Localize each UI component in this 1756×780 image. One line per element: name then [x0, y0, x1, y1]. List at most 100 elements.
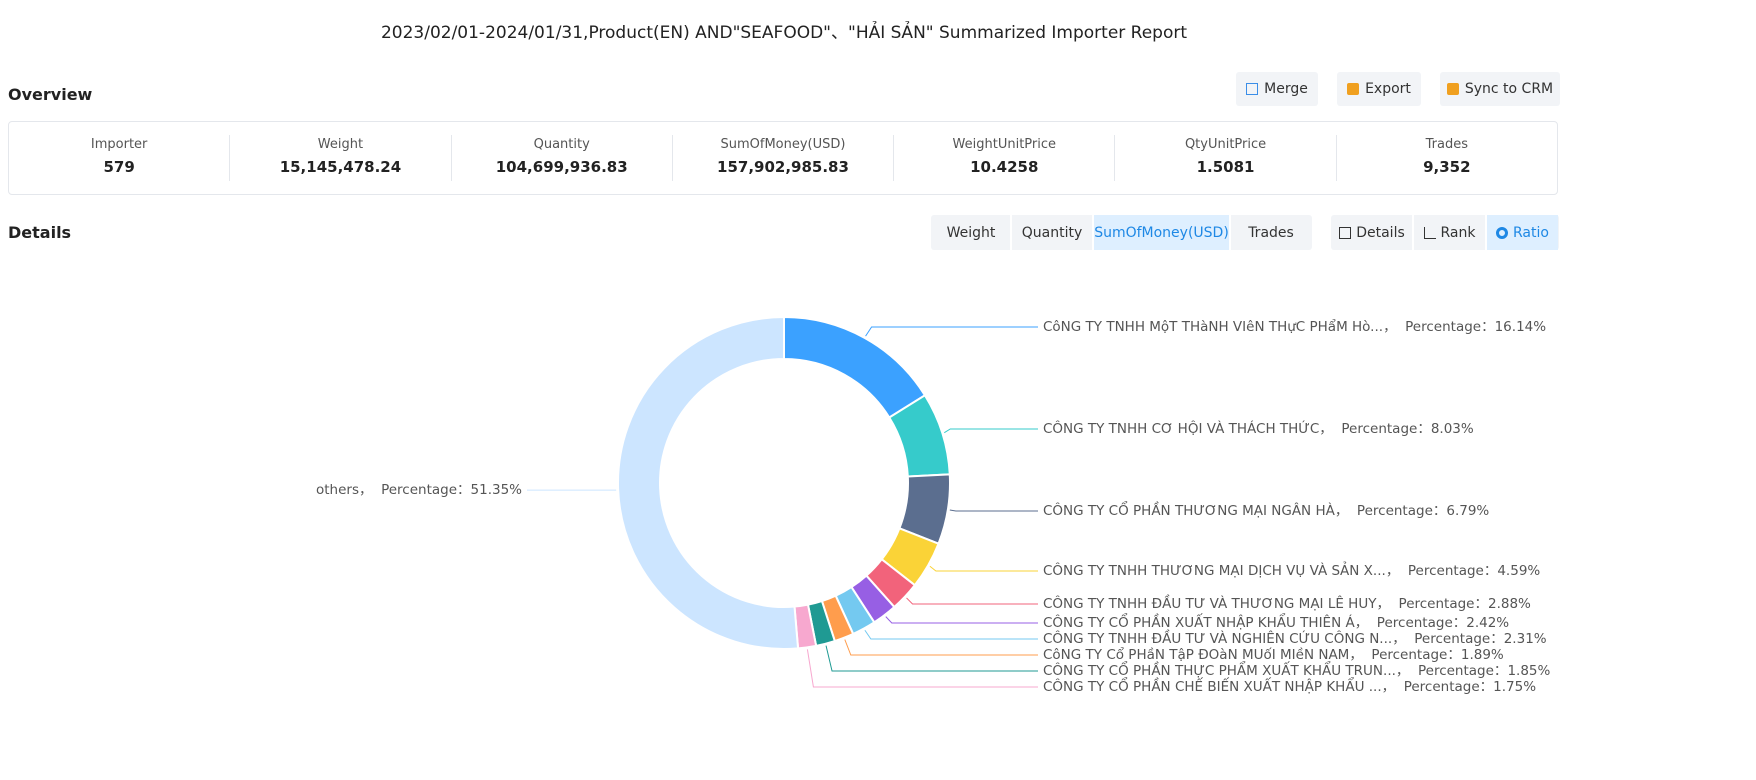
- leader-line: [906, 597, 1038, 605]
- button-label: Export: [1365, 81, 1411, 97]
- category-name: CôNG TY Cổ PHầN TậP ĐOàN MUốI MIềN NAM: [1043, 646, 1349, 663]
- category-name: CÔNG TY TNHH THƯƠNG MẠI DỊCH VỤ VÀ SẢN X…: [1043, 561, 1386, 579]
- category-name: CÔNG TY TNHH ĐẦU TƯ VÀ THƯƠNG MẠI LÊ HUY: [1043, 593, 1377, 612]
- slice-label: others， Percentage：51.35%: [316, 482, 522, 498]
- value-label: 2.88%: [1488, 596, 1531, 612]
- slice-label: CÔNG TY TNHH ĐẦU TƯ VÀ NGHIÊN CỨU CÔNG N…: [1043, 628, 1547, 647]
- value-label: 4.59%: [1497, 563, 1540, 579]
- value-label: 51.35%: [471, 482, 523, 498]
- stat: Quantity 104,699,936.83: [452, 135, 673, 181]
- category-name: CÔNG TY TNHH ĐẦU TƯ VÀ NGHIÊN CỨU CÔNG N…: [1043, 628, 1392, 647]
- donut-slice: [783, 315, 927, 419]
- leader-line: [949, 509, 1038, 512]
- stat-value: 579: [103, 158, 135, 176]
- stat: Trades 9,352: [1337, 135, 1557, 181]
- value-label: 1.89%: [1461, 647, 1504, 663]
- label-separator: ， Percentage：: [1355, 615, 1467, 631]
- label-separator: ， Percentage：: [1392, 631, 1504, 647]
- metric-tabs: Weight Quantity SumOfMoney(USD) Trades: [931, 215, 1312, 250]
- metric-tab[interactable]: Weight: [932, 215, 1012, 250]
- tab-label: Ratio: [1513, 224, 1549, 241]
- slice-label: CÔNG TY CỔ PHẦN XUẤT NHẬP KHẨU THIÊN Á， …: [1043, 612, 1509, 631]
- view-tab[interactable]: Details: [1332, 215, 1414, 250]
- stat: Importer 579: [9, 135, 231, 181]
- stat-label: WeightUnitPrice: [952, 137, 1056, 152]
- slice-label: CÔNG TY CỔ PHẦN THƯƠNG MẠI NGÂN HÀ， Perc…: [1043, 500, 1489, 519]
- leader-line: [865, 326, 1038, 337]
- leader-line: [944, 428, 1038, 434]
- leader-line: [844, 639, 1038, 656]
- leader-line: [929, 565, 1038, 572]
- value-label: 2.31%: [1504, 631, 1547, 647]
- label-separator: ， Percentage：: [1382, 679, 1494, 695]
- view-tabs: Details Rank Ratio: [1331, 215, 1559, 250]
- sync-button[interactable]: Sync to CRM: [1440, 72, 1560, 106]
- metric-tab[interactable]: Trades: [1248, 224, 1294, 241]
- label-separator: ， Percentage：: [1349, 647, 1461, 663]
- donut-slice: [617, 315, 800, 650]
- metric-tab[interactable]: Quantity: [1012, 215, 1094, 250]
- stat-value: 104,699,936.83: [495, 158, 628, 176]
- label-separator: ， Percentage：: [1376, 596, 1488, 612]
- stat-label: Importer: [90, 137, 148, 152]
- category-name: CôNG TY TNHH MộT THàNH VIêN THựC PHẩM Hò…: [1043, 318, 1383, 335]
- stat: QtyUnitPrice 1.5081: [1115, 135, 1337, 181]
- value-label: 2.42%: [1466, 615, 1509, 631]
- label-separator: ， Percentage：: [1335, 503, 1447, 519]
- stat-label: Trades: [1425, 137, 1469, 152]
- button-label: Sync to CRM: [1464, 81, 1554, 97]
- stat-value: 157,902,985.83: [717, 158, 849, 176]
- section-title: Details: [8, 223, 72, 242]
- value-label: 1.85%: [1507, 663, 1550, 679]
- stat-label: SumOfMoney(USD): [720, 137, 846, 152]
- stat-label: Weight: [317, 137, 364, 152]
- view-tab[interactable]: Rank: [1414, 215, 1487, 250]
- export-button[interactable]: Export: [1337, 72, 1421, 106]
- label-separator: ， Percentage：: [359, 482, 471, 498]
- leader-line: [806, 649, 1038, 688]
- slice-label: CÔNG TY CỔ PHẦN THỰC PHẨM XUẤT KHẨU TRUN…: [1043, 660, 1550, 679]
- label-separator: ， Percentage：: [1319, 421, 1431, 437]
- category-name: CÔNG TY CỔ PHẦN THƯƠNG MẠI NGÂN HÀ: [1043, 500, 1336, 519]
- tab-label: Details: [1356, 224, 1405, 241]
- stat-label: QtyUnitPrice: [1184, 137, 1267, 152]
- value-label: 6.79%: [1446, 503, 1489, 519]
- stat-value: 1.5081: [1196, 158, 1255, 176]
- value-label: 16.14%: [1495, 319, 1547, 335]
- category-name: CÔNG TY CỔ PHẦN CHẾ BIẾN XUẤT NHẬP KHẨU …: [1043, 676, 1382, 695]
- stat: Weight 15,145,478.24: [230, 135, 452, 181]
- donut-chart: CôNG TY TNHH MộT THàNH VIêN THựC PHẩM Hò…: [316, 315, 1550, 695]
- stats-panel: Importer 579 Weight 15,145,478.24 Quantity 10…: [8, 121, 1558, 195]
- category-name: others: [316, 482, 359, 498]
- value-label: 1.75%: [1493, 679, 1536, 695]
- stat: WeightUnitPrice 10.4258: [894, 135, 1116, 181]
- label-separator: ， Percentage：: [1396, 663, 1508, 679]
- slice-label: CôNG TY Cổ PHầN TậP ĐOàN MUốI MIềN NAM， …: [1043, 646, 1504, 663]
- slice-label: CÔNG TY CỔ PHẦN CHẾ BIẾN XUẤT NHẬP KHẨU …: [1043, 676, 1536, 695]
- slice-label: CÔNG TY TNHH CƠ HỘI VÀ THÁCH THỨC， Perce…: [1043, 419, 1474, 437]
- stat-value: 9,352: [1423, 158, 1471, 176]
- leader-line: [885, 616, 1038, 624]
- leader-line: [864, 629, 1038, 640]
- stat: SumOfMoney(USD) 157,902,985.83: [673, 135, 895, 181]
- stat-label: Quantity: [533, 137, 590, 152]
- tab-label: Rank: [1440, 224, 1476, 241]
- button-label: Merge: [1264, 81, 1308, 97]
- label-separator: ， Percentage：: [1383, 319, 1495, 335]
- view-tab[interactable]: Ratio: [1487, 215, 1558, 250]
- report-title: 2023/02/01-2024/01/31,Product(EN) AND"SE…: [380, 23, 1188, 43]
- merge-button[interactable]: Merge: [1236, 72, 1318, 106]
- section-title: Overview: [8, 85, 93, 104]
- label-separator: ， Percentage：: [1386, 563, 1498, 579]
- slice-label: CôNG TY TNHH MộT THàNH VIêN THựC PHẩM Hò…: [1043, 318, 1546, 335]
- category-name: CÔNG TY CỔ PHẦN THỰC PHẨM XUẤT KHẨU TRUN…: [1043, 660, 1396, 679]
- slice-label: CÔNG TY TNHH THƯƠNG MẠI DỊCH VỤ VÀ SẢN X…: [1043, 561, 1540, 579]
- metric-tab[interactable]: SumOfMoney(USD): [1094, 215, 1231, 250]
- stat-value: 10.4258: [970, 158, 1039, 176]
- leader-line: [825, 645, 1038, 672]
- category-name: CÔNG TY CỔ PHẦN XUẤT NHẬP KHẨU THIÊN Á: [1043, 612, 1355, 631]
- stat-value: 15,145,478.24: [279, 158, 402, 176]
- slice-label: CÔNG TY TNHH ĐẦU TƯ VÀ THƯƠNG MẠI LÊ HUY…: [1043, 593, 1531, 612]
- category-name: CÔNG TY TNHH CƠ HỘI VÀ THÁCH THỨC: [1043, 419, 1319, 437]
